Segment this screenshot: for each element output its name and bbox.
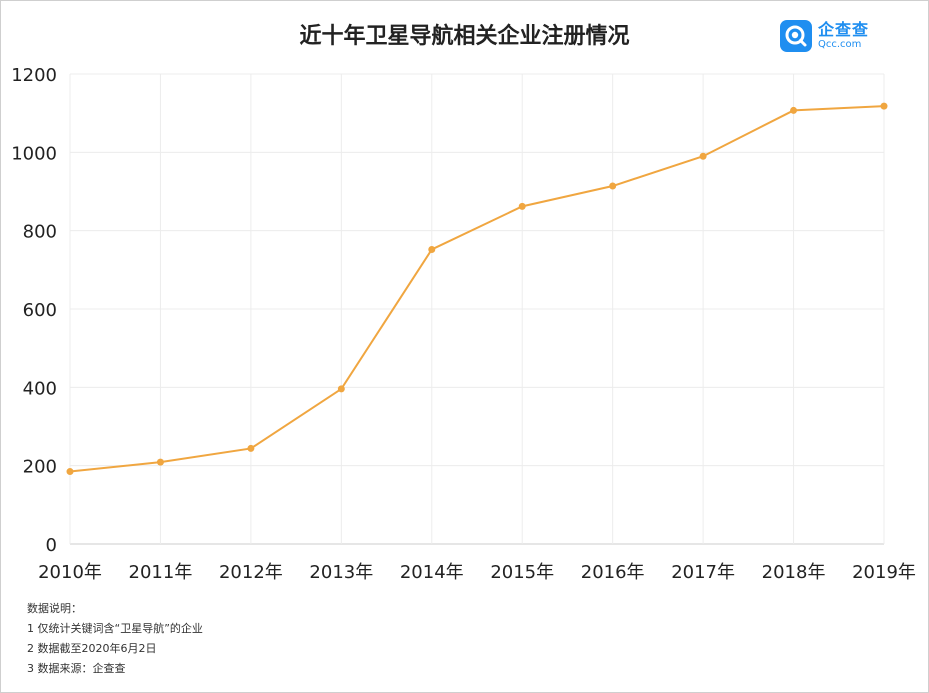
- y-tick-label: 1200: [11, 65, 57, 86]
- notes-item: 3 数据来源：企查查: [27, 662, 126, 675]
- y-tick-label: 200: [23, 457, 57, 478]
- x-tick-label: 2015年: [490, 562, 554, 583]
- x-tick-label: 2014年: [400, 562, 464, 583]
- logo-name: 企查查: [818, 20, 870, 39]
- x-tick-label: 2013年: [309, 562, 373, 583]
- notes-item: 1 仅统计关键词含“卫星导航”的企业: [27, 622, 203, 635]
- qcc-logo: 企查查 Qcc.com: [780, 19, 869, 53]
- chart-title: 近十年卫星导航相关企业注册情况: [299, 24, 630, 49]
- x-tick-label: 2012年: [219, 562, 283, 583]
- logo-domain: Qcc.com: [818, 39, 862, 50]
- data-point: [337, 385, 345, 393]
- data-point: [518, 202, 526, 210]
- x-tick-label: 2016年: [581, 562, 645, 583]
- x-tick-label: 2011年: [129, 562, 193, 583]
- y-tick-label: 0: [46, 535, 57, 556]
- data-point: [66, 468, 74, 476]
- x-tick-label: 2017年: [671, 562, 735, 583]
- y-tick-label: 400: [23, 378, 57, 399]
- series-line: [69, 105, 885, 473]
- x-tick-label: 2019年: [852, 562, 916, 583]
- notes-heading: 数据说明：: [27, 602, 82, 615]
- y-tick-label: 1000: [11, 143, 57, 164]
- data-point: [156, 458, 164, 466]
- data-point: [880, 102, 888, 110]
- data-notes: 数据说明： 1 仅统计关键词含“卫星导航”的企业 2 数据截至2020年6月2日…: [27, 599, 203, 679]
- data-point: [609, 182, 617, 190]
- y-tick-label: 600: [23, 300, 57, 321]
- qcc-logo-icon: [780, 20, 812, 52]
- data-point: [428, 245, 436, 253]
- data-point: [699, 152, 707, 160]
- data-point: [790, 106, 798, 114]
- y-tick-label: 800: [23, 222, 57, 243]
- data-point: [247, 444, 255, 452]
- x-tick-label: 2018年: [762, 562, 826, 583]
- notes-item: 2 数据截至2020年6月2日: [27, 642, 157, 655]
- x-tick-label: 2010年: [38, 562, 102, 583]
